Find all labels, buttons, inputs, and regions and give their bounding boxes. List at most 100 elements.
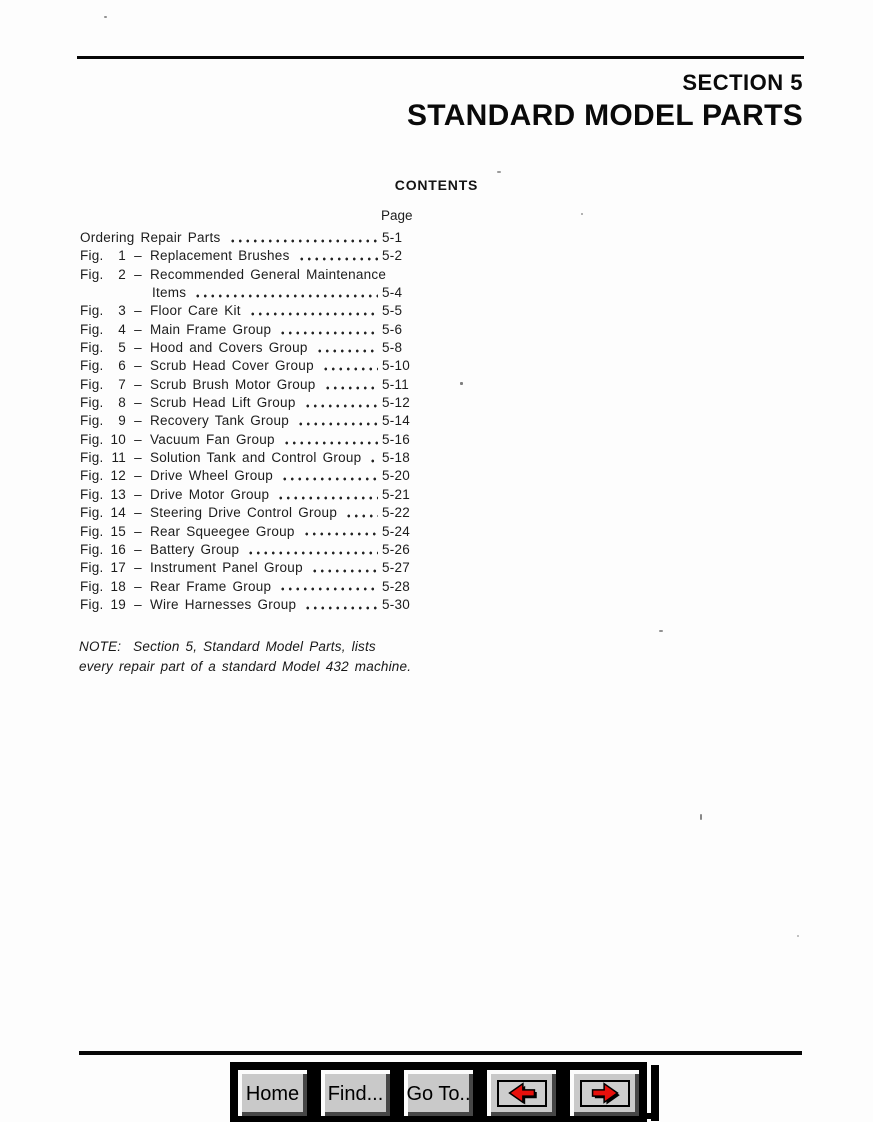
arrow-right-icon [591,1082,620,1105]
toc-title: Solution Tank and Control Group [150,450,362,466]
toc-entry: Fig. 12– Drive Wheel Group 5-20 [80,467,418,486]
toc-num: 13 [110,486,126,502]
scan-speck [797,935,799,937]
toc-dash: – [134,468,142,484]
scan-speck [581,213,583,215]
toc-dash: – [134,578,142,594]
toc-pg: 5-16 [382,431,411,447]
toc-leader [319,357,378,376]
toc-dash: – [134,450,142,466]
toc-dash: – [134,413,142,429]
next-page-button[interactable] [567,1067,642,1119]
toc-leader [246,302,378,321]
toc-leader [301,394,378,413]
toc-fig: Fig. [80,303,104,319]
toc-num: 19 [110,596,126,612]
toc-fig: Fig. [80,358,104,374]
toc-pg: 5-8 [382,340,403,356]
toc-pg: 5-27 [382,560,411,576]
toc-pg: 5-21 [382,486,411,502]
toc-entry: Ordering Repair Parts 5-1 [80,229,418,248]
toc-entry: Fig. 18– Rear Frame Group 5-28 [80,577,418,596]
find-button[interactable]: Find... [318,1067,393,1119]
toc-fig: Fig. [80,450,104,466]
toc-num: 16 [110,541,126,557]
toc-pg: 5-30 [382,596,411,612]
bottom-rule [79,1051,802,1055]
toc-pg: 5-6 [382,321,403,337]
toc-dash: – [134,541,142,557]
toc-title: Rear Frame Group [150,578,272,594]
toc-dash: – [134,431,142,447]
toc-entry: Fig. 4– Main Frame Group 5-6 [80,320,418,340]
toc-dash: – [134,248,142,264]
section-label: SECTION 5 [682,70,803,95]
toc-dash: – [134,560,142,576]
goto-button[interactable]: Go To.. [401,1067,476,1119]
toolbar-shadow [641,1113,653,1119]
toc-pg: 5-10 [382,358,411,374]
toc-dash: – [134,358,142,374]
toc-title: Recommended General Maintenance [150,266,387,282]
note-line: every repair part of a standard Model 43… [79,658,412,674]
home-button[interactable]: Home [235,1067,310,1119]
arrow-frame [579,1079,630,1107]
toc-title: Scrub Head Lift Group [150,395,296,411]
toc-entry: Fig. 15– Rear Squeegee Group 5-24 [80,522,418,541]
toc-dash: – [134,266,142,282]
toc-leader [367,449,378,468]
navigation-toolbar: Home Find... Go To.. [230,1062,647,1122]
scan-speck [659,630,663,632]
toc-num: 9 [118,413,126,429]
toc-leader [300,522,378,541]
toc-dash: – [134,505,142,521]
toc-title: Main Frame Group [150,321,272,337]
toc-fig: Fig. [80,431,104,447]
toc-entry: Fig. 6– Scrub Head Cover Group 5-10 [80,357,418,376]
toc-num: 15 [110,523,126,539]
toc-dash: – [134,321,142,337]
toc-leader [275,485,378,505]
page-title: STANDARD MODEL PARTS [407,99,803,132]
arrow-frame [496,1079,547,1107]
toc-entry: Fig. 17– Instrument Panel Group 5-27 [80,559,418,578]
prev-page-button[interactable] [484,1067,559,1119]
toc-pg: 5-26 [382,541,411,557]
toc-dash: – [134,523,142,539]
toc-num: 7 [118,376,126,392]
arrow-left-icon [507,1082,537,1105]
toc-num: 11 [111,450,126,466]
toc-leader [343,504,378,523]
toc-num: 17 [110,560,126,576]
toc-pg: 5-4 [382,285,403,301]
toc-leader [277,577,378,596]
toc-num: 6 [118,358,126,374]
toc-pg: 5-5 [382,303,403,319]
scan-speck [460,382,463,385]
toc-num: 4 [118,321,126,337]
toolbar-shadow [651,1065,659,1121]
scan-speck [497,171,501,173]
toc-num: 1 [118,248,126,264]
toc-entry: Fig. 3– Floor Care Kit 5-5 [80,302,418,321]
toc-fig: Fig. [80,468,104,484]
toc-title: Rear Squeegee Group [150,523,295,539]
toc-dash: – [134,376,142,392]
toc-fig: Fig. [80,413,104,429]
note-line: NOTE: Section 5, Standard Model Parts, l… [79,639,376,654]
toc-pg: 5-28 [382,578,411,594]
scan-speck [700,814,702,820]
table-of-contents: Ordering Repair Parts 5-1 Fig. 1– Replacemen… [80,229,418,615]
toc-pg: 5-11 [382,376,410,392]
toc-num: 12 [110,468,126,484]
toc-leader [295,247,378,266]
toc-pg: 5-12 [382,395,411,411]
scan-speck [104,16,107,18]
toc-fig: Fig. [80,376,104,392]
toc-dash: – [134,340,142,356]
toc-entry: Fig. 11– Solution Tank and Control Group 5-… [80,449,418,468]
toc-num: 14 [110,505,126,521]
toc-leader [295,412,378,431]
toc-leader [277,320,378,340]
